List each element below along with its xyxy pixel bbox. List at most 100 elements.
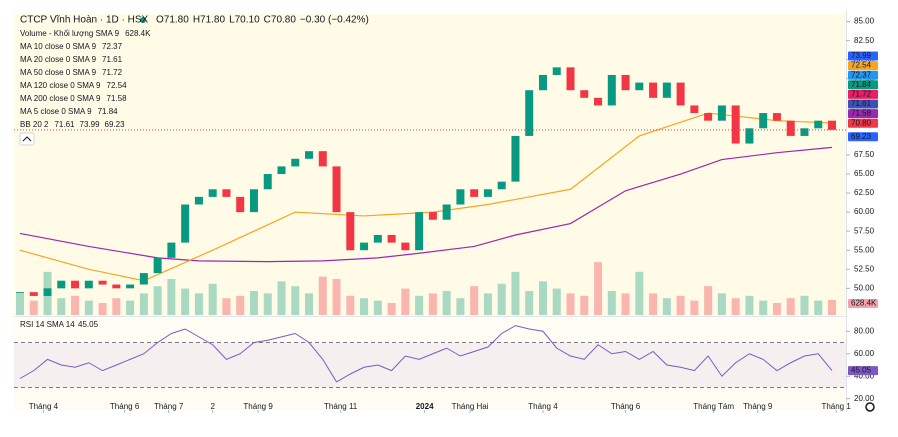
candle [649, 82, 658, 98]
candle [346, 212, 355, 251]
collapse-button[interactable] [19, 132, 35, 146]
volume-bar [814, 300, 823, 315]
volume-bar [415, 295, 424, 315]
candle [428, 212, 437, 220]
price-badge [848, 70, 878, 80]
x-tick-label: Tháng 1 [821, 402, 851, 411]
x-tick-label: Tháng 6 [110, 402, 140, 411]
legend-value: 71.84 [98, 107, 119, 116]
price-badge-label: 71.58 [851, 109, 872, 118]
candle [525, 90, 534, 136]
rsi-label: RSI 14 SMA 14 [20, 320, 75, 329]
volume-bar [649, 293, 658, 315]
legend-label: Volume - Khối lượng SMA 9 [20, 29, 120, 38]
volume-bar [828, 299, 836, 315]
x-tick-label: Tháng Tám [693, 402, 734, 411]
candle [814, 120, 823, 129]
volume-bar [277, 281, 286, 315]
candle [98, 280, 107, 285]
candle [580, 90, 589, 98]
volume-bar [497, 283, 506, 315]
candle [704, 113, 713, 121]
change: −0.30 (−0.42%) [300, 15, 369, 26]
candle [635, 82, 644, 91]
candle [415, 212, 424, 251]
rsi-tick-label: 20.00 [854, 394, 875, 403]
volume-badge [848, 299, 878, 308]
x-tick-label: 2024 [416, 402, 434, 411]
volume-bar [717, 293, 726, 315]
candle [277, 166, 286, 175]
price-badge-label: 71.84 [851, 80, 872, 89]
rsi-pane [14, 318, 846, 410]
ohlc-value: L70.10 [229, 15, 260, 26]
volume-bar [759, 300, 768, 315]
y-tick-label: 50.00 [854, 283, 875, 292]
volume-bar [139, 293, 148, 315]
legend-value: 71.72 [102, 68, 123, 77]
volume-bar [263, 293, 272, 315]
candle [483, 189, 492, 197]
candle [594, 97, 603, 106]
volume-bar [167, 279, 176, 315]
volume-bar [153, 286, 162, 315]
candle [139, 273, 148, 285]
volume-bar [305, 293, 314, 315]
x-tick-label: Tháng 11 [324, 402, 358, 411]
candle [497, 181, 506, 190]
y-tick-label: 82.50 [854, 36, 875, 45]
volume-bar [538, 281, 547, 315]
legend-label: MA 120 close 0 SMA 9 [20, 81, 101, 90]
legend-value: 72.54 [107, 81, 128, 90]
price-badge-label: 72.54 [851, 61, 872, 70]
settings-icon[interactable] [865, 402, 875, 412]
price-badge-label: 71.72 [851, 90, 872, 99]
volume-bar [456, 298, 465, 315]
volume-bar [98, 303, 107, 315]
candle [442, 204, 451, 220]
candle [387, 234, 396, 243]
volume-bar [676, 295, 685, 315]
y-tick-label: 52.50 [854, 264, 875, 273]
rsi-tick-label: 80.00 [854, 326, 875, 335]
legend-value: 71.61 [54, 120, 75, 129]
collapse-icon [22, 136, 32, 142]
candle [401, 242, 410, 251]
candle [800, 128, 809, 136]
candle [208, 189, 217, 197]
x-tick-label: Tháng Hai [452, 402, 489, 411]
volume-bar [786, 298, 795, 315]
y-tick-label: 65.00 [854, 169, 875, 178]
y-tick-label: 57.50 [854, 226, 875, 235]
candle [84, 280, 93, 289]
price-badge [848, 89, 878, 99]
volume-bar [29, 300, 38, 315]
x-tick-label: Tháng 4 [29, 402, 59, 411]
volume-bar [332, 279, 341, 315]
volume-bar [208, 283, 217, 315]
volume-bar [800, 295, 809, 315]
candle [71, 280, 80, 289]
x-tick-label: Tháng 7 [154, 402, 184, 411]
volume-bar [428, 293, 437, 315]
price-badge [848, 61, 878, 71]
volume-bar [772, 303, 781, 315]
rsi-tick-label: 60.00 [854, 349, 875, 358]
status-dot [140, 17, 146, 23]
y-tick-label: 62.50 [854, 188, 875, 197]
legend-label: MA 20 close 0 SMA 9 [20, 55, 97, 64]
price-badge-label: 73.99 [851, 51, 872, 60]
candle [236, 196, 245, 213]
price-badge-label: 72.37 [851, 70, 872, 79]
candle [222, 189, 231, 197]
x-tick-label: Tháng 9 [243, 402, 273, 411]
candle [167, 242, 176, 258]
candle [43, 288, 52, 296]
x-tick-label: Tháng 9 [743, 402, 773, 411]
price-badge [848, 99, 878, 109]
price-badge [848, 51, 878, 61]
rsi-badge-label: 45.05 [851, 366, 872, 375]
price-badge-label: 70.80 [851, 118, 872, 127]
ohlc-value: C70.80 [264, 15, 297, 26]
